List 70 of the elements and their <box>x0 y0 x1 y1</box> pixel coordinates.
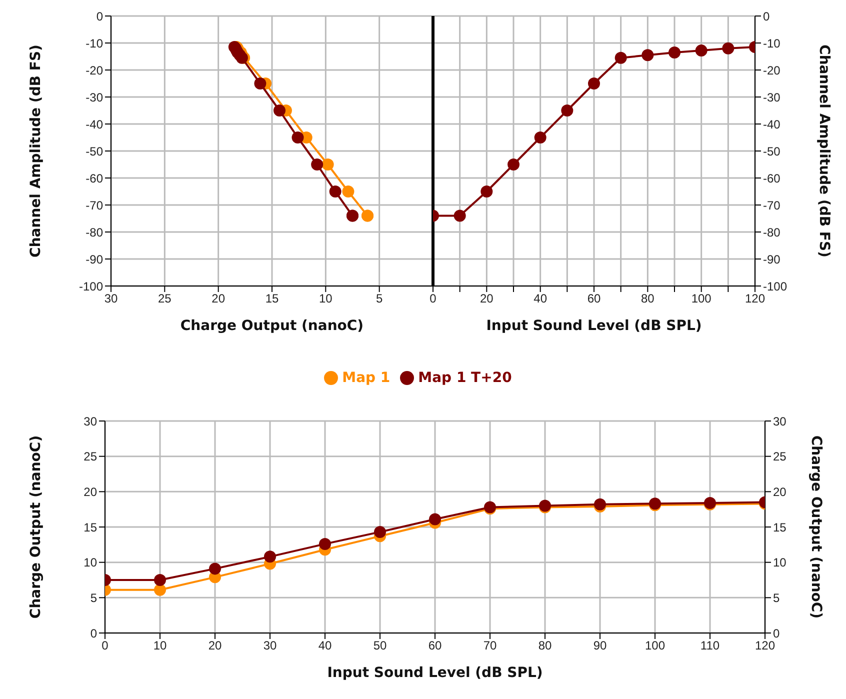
y-tick-label: 10 <box>84 556 98 570</box>
x-tick-label: 25 <box>158 292 172 306</box>
x-tick-label: 110 <box>700 638 720 653</box>
y2-tick-label: 20 <box>773 484 787 499</box>
y2-tick-label: 30 <box>773 414 787 428</box>
y2-tick-label: -10 <box>763 36 781 50</box>
x-tick-label: 60 <box>428 638 442 653</box>
y2-tick-label: 0 <box>763 9 770 24</box>
x-axis-title: Input Sound Level (dB SPL) <box>486 318 702 334</box>
y-axis-title: Charge Output (nanoC) <box>28 435 44 619</box>
y-tick-label: -80 <box>86 225 104 240</box>
y2-tick-label: -70 <box>763 198 781 212</box>
y-tick-label: 5 <box>90 590 98 605</box>
x-tick-label: 60 <box>587 292 601 306</box>
x-tick-label: 100 <box>644 638 666 653</box>
y-tick-label: 0 <box>90 626 98 640</box>
y2-tick-label: 25 <box>773 450 787 464</box>
x-tick-label: 0 <box>430 292 437 306</box>
x-axis-title: Charge Output (nanoC) <box>180 318 364 334</box>
legend-label: Map 1 <box>342 370 390 386</box>
x-tick-label: 120 <box>744 292 766 306</box>
x-tick-label: 80 <box>640 292 655 306</box>
x-tick-label: 10 <box>153 638 167 653</box>
y2-tick-label: -30 <box>763 90 781 104</box>
y-tick-label: -90 <box>86 252 104 266</box>
x-tick-label: 40 <box>534 292 548 306</box>
x-axis-title: Input Sound Level (dB SPL) <box>327 665 543 681</box>
y-tick-label: 30 <box>84 414 98 428</box>
y2-tick-label: -80 <box>763 225 781 240</box>
legend-label: Map 1 T+20 <box>418 370 512 386</box>
y2-tick-label: 10 <box>773 556 787 570</box>
x-tick-label: 20 <box>208 638 222 653</box>
x-tick-label: 70 <box>483 638 497 653</box>
y-tick-label: 0 <box>96 9 104 24</box>
x-tick-label: 20 <box>480 292 494 306</box>
y2-axis-title: Channel Amplitude (dB FS) <box>816 44 832 258</box>
x-tick-label: 90 <box>593 638 607 653</box>
y-tick-label: -70 <box>86 198 104 212</box>
y2-tick-label: 5 <box>773 590 780 605</box>
y2-tick-label: -60 <box>763 171 781 186</box>
x-tick-label: 40 <box>318 638 332 653</box>
y-tick-label: 20 <box>84 484 98 499</box>
x-tick-label: 10 <box>318 292 333 306</box>
x-tick-label: 100 <box>691 292 712 306</box>
y-tick-label: -30 <box>86 90 104 104</box>
y2-tick-label: -90 <box>763 252 781 266</box>
y-tick-label: -10 <box>86 36 104 50</box>
x-tick-label: 50 <box>373 638 387 653</box>
y-tick-label: 15 <box>84 520 98 534</box>
x-tick-label: 80 <box>538 638 552 653</box>
y2-axis-title: Charge Output (nanoC) <box>808 435 824 619</box>
x-tick-label: 30 <box>104 292 118 306</box>
y2-tick-label: 0 <box>773 626 780 640</box>
x-tick-label: 20 <box>212 292 226 306</box>
y-tick-label: -100 <box>78 279 104 294</box>
y-tick-label: -60 <box>86 171 104 186</box>
y2-tick-label: -100 <box>763 279 788 294</box>
y-tick-label: 25 <box>84 450 98 464</box>
x-tick-label: 15 <box>265 292 279 306</box>
x-tick-label: 120 <box>754 638 776 653</box>
y-tick-label: -50 <box>86 144 104 158</box>
y-tick-label: -40 <box>86 117 104 132</box>
y2-tick-label: -50 <box>763 144 781 158</box>
y2-tick-label: 15 <box>773 520 787 534</box>
y-axis-title: Channel Amplitude (dB FS) <box>28 44 44 258</box>
y-tick-label: -20 <box>86 63 104 78</box>
y2-tick-label: -40 <box>763 117 781 132</box>
y2-tick-label: -20 <box>763 63 781 78</box>
x-tick-label: 5 <box>376 292 383 306</box>
x-tick-label: 30 <box>263 638 277 653</box>
